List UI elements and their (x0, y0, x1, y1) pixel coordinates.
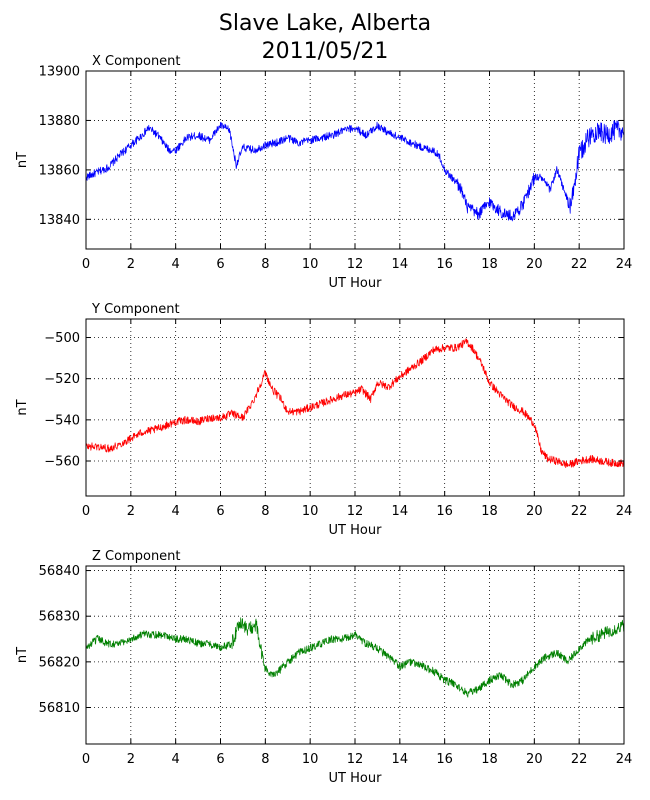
x-ytick-label-2: 13880 (39, 114, 80, 129)
x-ytick-label-1: 13860 (39, 163, 80, 178)
x-xtick-label-11: 22 (571, 257, 588, 272)
x-xtick-label-1: 2 (127, 257, 135, 272)
x-xtick-label-7: 14 (392, 257, 409, 272)
y-ytick-label-2: −540 (44, 413, 80, 428)
y-yaxis-label: nT (15, 399, 30, 415)
y-xaxis-label: UT Hour (329, 523, 383, 538)
y-ytick-label-0: −500 (44, 331, 80, 346)
y-xtick-label-11: 22 (571, 504, 588, 519)
x-xtick-label-3: 6 (216, 257, 224, 272)
z-xtick-label-12: 24 (616, 752, 633, 767)
y-component-trace (85, 338, 625, 469)
y-xtick-label-9: 18 (481, 504, 498, 519)
z-xtick-label-8: 16 (436, 752, 453, 767)
x-xaxis-label: UT Hour (329, 276, 383, 291)
y-xtick-label-6: 12 (347, 504, 364, 519)
y-xtick-label-1: 2 (127, 504, 135, 519)
y-xtick-label-5: 10 (302, 504, 319, 519)
z-component-trace (85, 617, 625, 698)
y-xtick-label-0: 0 (82, 504, 90, 519)
y-xtick-label-12: 24 (616, 504, 633, 519)
x-ytick-label-0: 13840 (39, 213, 80, 228)
y-xtick-label-10: 20 (526, 504, 543, 519)
x-xtick-label-0: 0 (82, 257, 90, 272)
z-xtick-label-5: 10 (302, 752, 319, 767)
z-xtick-label-3: 6 (216, 752, 224, 767)
z-xaxis-label: UT Hour (329, 771, 383, 786)
x-component-trace (85, 120, 625, 222)
figure-title-line1: Slave Lake, Alberta (218, 11, 432, 36)
z-ytick-label-1: 56820 (39, 655, 80, 670)
z-component-panel: 0 2 4 6 8 10 12 14 16 18 20 22 245681056820568305684… (15, 549, 632, 786)
z-xtick-label-6: 12 (347, 752, 364, 767)
x-xtick-label-6: 12 (347, 257, 364, 272)
x-xtick-label-9: 18 (481, 257, 498, 272)
y-ytick-label-1: −520 (44, 372, 80, 387)
z-ytick-label-3: 56840 (39, 564, 80, 579)
z-ytick-label-2: 56830 (39, 610, 80, 625)
z-ytick-label-0: 56810 (39, 701, 80, 716)
z-xtick-label-1: 2 (127, 752, 135, 767)
y-ytick-label-3: −560 (44, 455, 80, 470)
z-xtick-label-7: 14 (392, 752, 409, 767)
figure-title-line2: 2011/05/21 (261, 39, 389, 64)
y-xtick-label-4: 8 (261, 504, 269, 519)
x-ytick-label-3: 13900 (39, 65, 80, 80)
x-xtick-label-8: 16 (436, 257, 453, 272)
z-xtick-label-0: 0 (82, 752, 90, 767)
z-xtick-label-2: 4 (172, 752, 180, 767)
x-xtick-label-5: 10 (302, 257, 319, 272)
z-xtick-label-11: 22 (571, 752, 588, 767)
z-xtick-label-10: 20 (526, 752, 543, 767)
x-xtick-label-10: 20 (526, 257, 543, 272)
figure-title: Slave Lake, Alberta 2011/05/21 (0, 10, 650, 66)
y-xtick-label-8: 16 (436, 504, 453, 519)
x-component-panel: 0 2 4 6 8 10 12 14 16 18 20 22 241384013860138801390… (15, 54, 632, 291)
x-xtick-label-12: 24 (616, 257, 633, 272)
y-panel-title: Y Component (91, 302, 180, 317)
x-xtick-label-4: 8 (261, 257, 269, 272)
x-yaxis-label: nT (15, 152, 30, 168)
y-xtick-label-2: 4 (172, 504, 180, 519)
z-yaxis-label: nT (15, 647, 30, 663)
z-panel-title: Z Component (92, 549, 181, 564)
x-xtick-label-2: 4 (172, 257, 180, 272)
z-xtick-label-4: 8 (261, 752, 269, 767)
x-panel-title: X Component (92, 54, 181, 69)
z-xtick-label-9: 18 (481, 752, 498, 767)
y-xtick-label-7: 14 (392, 504, 409, 519)
y-xtick-label-3: 6 (216, 504, 224, 519)
